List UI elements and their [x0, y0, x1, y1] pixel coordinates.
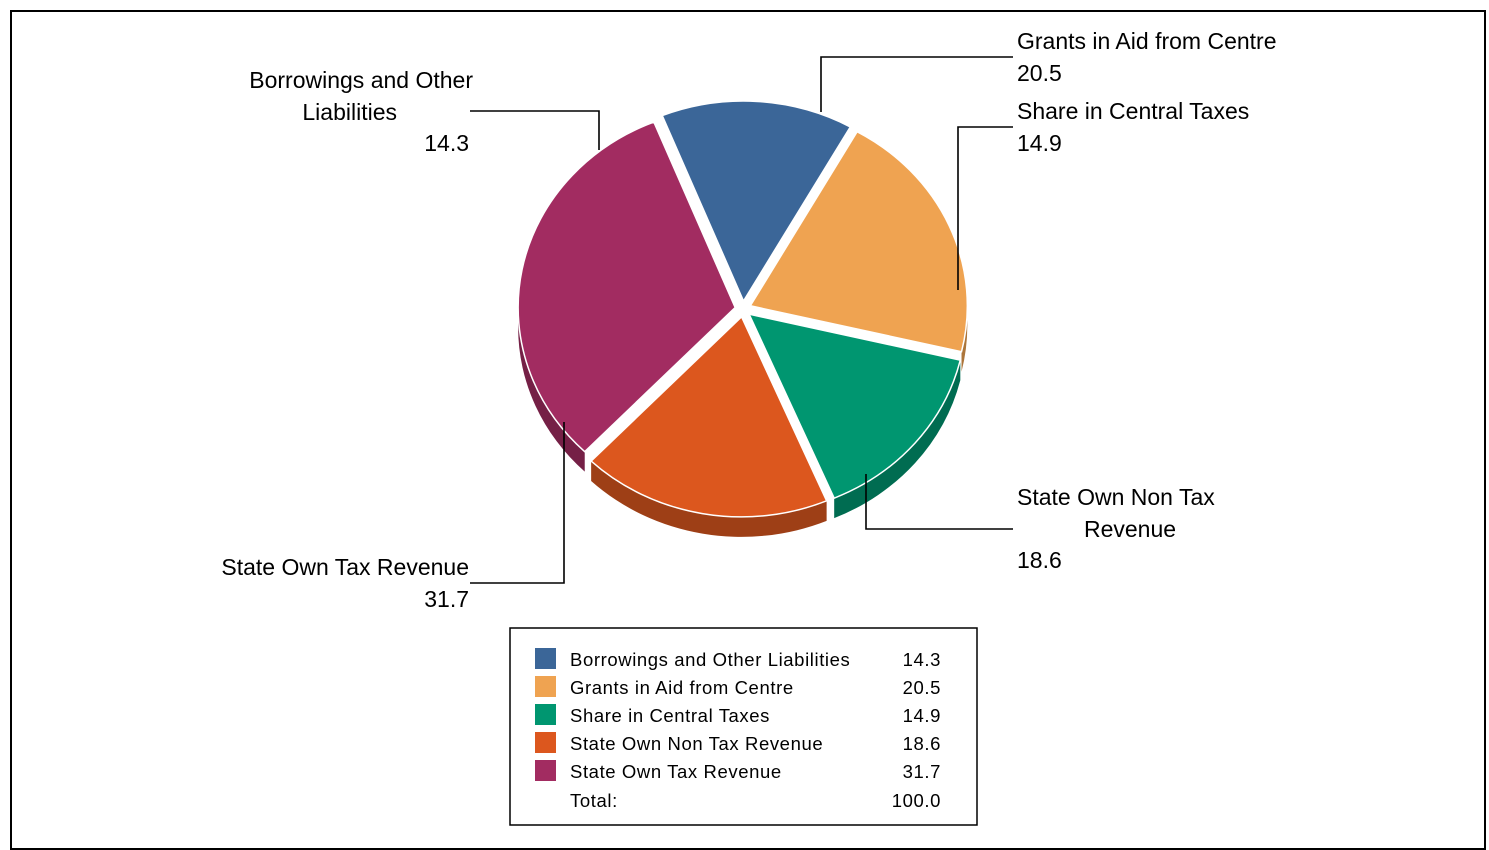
- callout-tax-value: 31.7: [424, 586, 469, 612]
- pie-slice-state-own-non-tax-revenue: [590, 315, 828, 518]
- legend-swatch-borrowings-and-other-liabilities: [535, 648, 556, 669]
- callout-share-line1: Share in Central Taxes: [1017, 98, 1249, 124]
- pie-slice-state-own-tax-revenue: [517, 121, 737, 453]
- legend: Borrowings and Other Liabilities 14.3 Gran…: [509, 627, 978, 826]
- legend-total-label: Total:: [570, 790, 618, 811]
- callout-borrowings: Borrowings and Other Liabilities 14.3: [249, 67, 473, 156]
- callout-nontax-line1: State Own Non Tax: [1017, 484, 1215, 510]
- legend-swatch-grants-in-aid-from-centre: [535, 676, 556, 697]
- callout-tax: State Own Tax Revenue 31.7: [221, 554, 469, 612]
- pie-slice-borrowings-and-other-liabilities: [661, 100, 852, 303]
- legend-label-state-own-non-tax-revenue: State Own Non Tax Revenue: [570, 733, 823, 754]
- callout-nontax: State Own Non Tax Revenue 18.6: [1017, 484, 1215, 573]
- legend-value-borrowings-and-other-liabilities: 14.3: [903, 649, 941, 670]
- legend-swatch-state-own-tax-revenue: [535, 760, 556, 781]
- leader-line-borrowings: [470, 110, 600, 150]
- callout-lines: [470, 56, 1013, 584]
- leader-line-share: [957, 126, 1013, 290]
- callout-grants-line1: Grants in Aid from Centre: [1017, 28, 1277, 54]
- legend-total-value: 100.0: [892, 790, 941, 811]
- callout-borrowings-line1: Borrowings and Other: [249, 67, 473, 93]
- callout-nontax-value: 18.6: [1017, 547, 1062, 573]
- pie-slice-share-in-central-taxes: [747, 313, 962, 500]
- legend-swatch-state-own-non-tax-revenue: [535, 732, 556, 753]
- leader-line-tax: [470, 422, 565, 584]
- callout-grants: Grants in Aid from Centre 20.5: [1017, 28, 1277, 86]
- legend-label-borrowings-and-other-liabilities: Borrowings and Other Liabilities: [570, 649, 850, 670]
- legend-rows: Borrowings and Other Liabilities 14.3 Gran…: [535, 648, 941, 782]
- legend-label-state-own-tax-revenue: State Own Tax Revenue: [570, 761, 782, 782]
- callout-share-value: 14.9: [1017, 130, 1062, 156]
- callout-borrowings-line2: Liabilities: [302, 99, 397, 125]
- pie-slices: [517, 100, 969, 518]
- pie-slice-depth-state-own-tax-revenue: [518, 307, 585, 472]
- legend-value-grants-in-aid-from-centre: 20.5: [903, 677, 941, 698]
- legend-value-state-own-tax-revenue: 31.7: [903, 761, 941, 782]
- legend-label-grants-in-aid-from-centre: Grants in Aid from Centre: [570, 677, 794, 698]
- callout-borrowings-value: 14.3: [424, 130, 469, 156]
- legend-value-share-in-central-taxes: 14.9: [903, 705, 941, 726]
- leader-line-grants: [820, 56, 1013, 112]
- legend-label-share-in-central-taxes: Share in Central Taxes: [570, 705, 770, 726]
- legend-value-state-own-non-tax-revenue: 18.6: [903, 733, 941, 754]
- pie-slice-depth-state-own-non-tax-revenue: [591, 461, 827, 537]
- callout-grants-value: 20.5: [1017, 60, 1062, 86]
- legend-swatch-share-in-central-taxes: [535, 704, 556, 725]
- callout-share: Share in Central Taxes 14.9: [1017, 98, 1249, 156]
- callout-tax-line1: State Own Tax Revenue: [221, 554, 469, 580]
- pie-slice-grants-in-aid-from-centre: [749, 130, 969, 353]
- legend-box: [509, 627, 978, 826]
- callout-nontax-line2: Revenue: [1084, 516, 1176, 542]
- leader-line-nontax: [865, 474, 1013, 530]
- pie-slice-depth-share-in-central-taxes: [834, 360, 961, 519]
